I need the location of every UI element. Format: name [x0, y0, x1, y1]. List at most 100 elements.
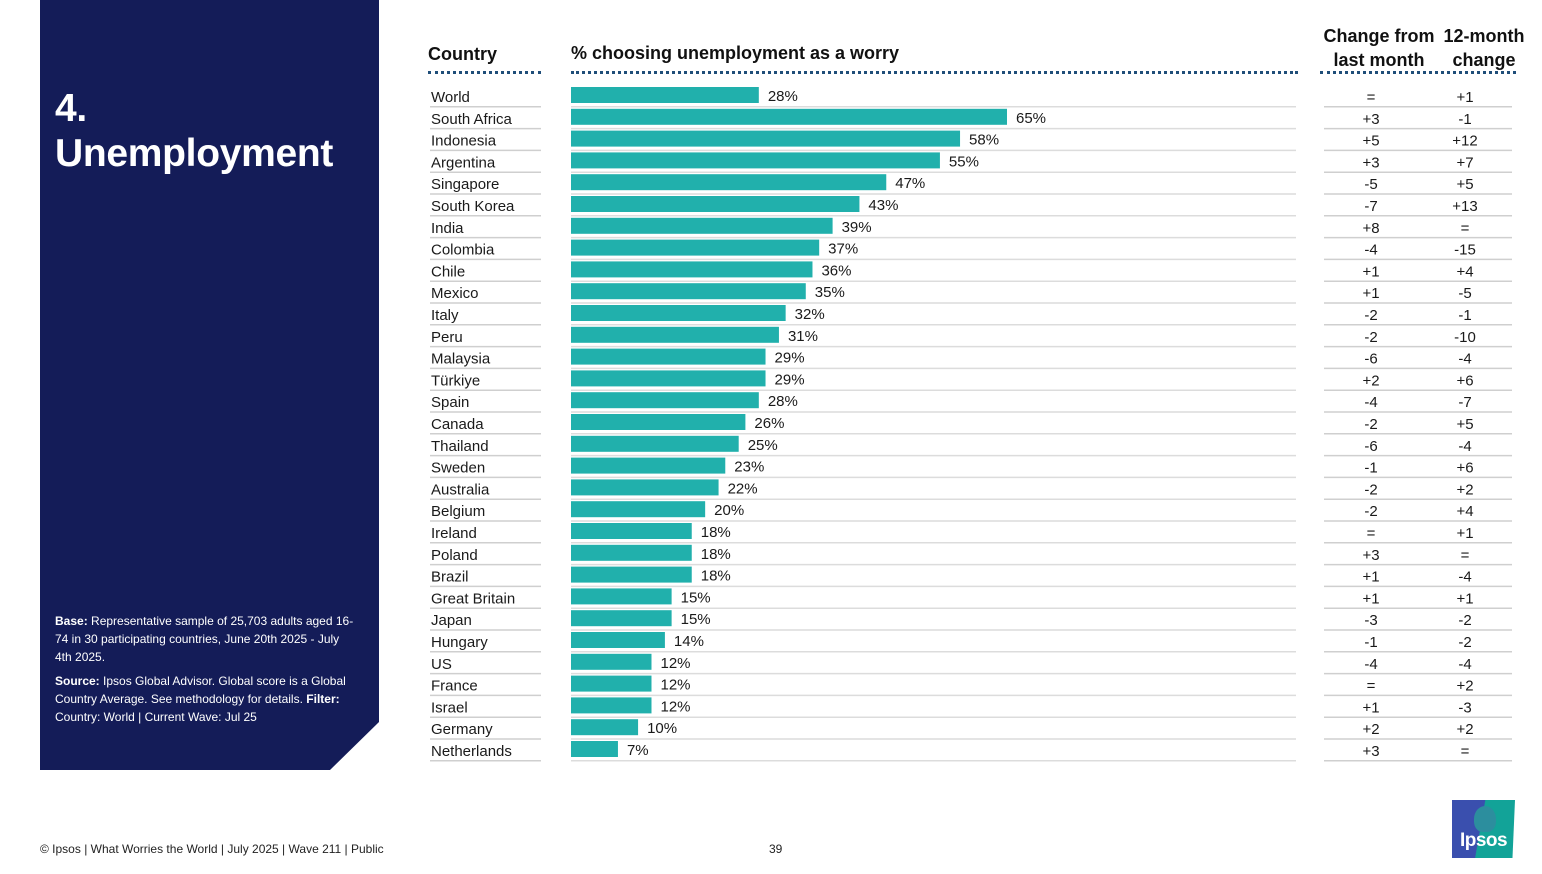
filter-text: Country: World | Current Wave: Jul 25 — [55, 710, 257, 724]
change-12-month: +1 — [1456, 89, 1473, 106]
bar — [571, 305, 786, 321]
bar — [571, 479, 719, 496]
bar-value-label: 12% — [660, 677, 690, 694]
bar — [571, 414, 746, 430]
change-from-last-month: -6 — [1364, 438, 1377, 455]
change-12-month: +2 — [1456, 721, 1473, 738]
change-month-header-line1: Change from — [1323, 26, 1435, 46]
bar — [571, 610, 672, 627]
bar-value-label: 39% — [842, 219, 872, 236]
change-12-month: +13 — [1452, 198, 1477, 215]
country-label: US — [431, 656, 452, 673]
bar — [571, 87, 759, 103]
change-from-last-month: -2 — [1364, 481, 1377, 498]
country-label: Colombia — [431, 242, 495, 259]
base-text: Representative sample of 25,703 adults a… — [55, 614, 354, 664]
bar-value-label: 23% — [734, 459, 764, 476]
change-12-month: -15 — [1454, 242, 1476, 259]
bar-value-label: 47% — [895, 175, 925, 192]
country-label: Belgium — [431, 503, 485, 520]
change-12-month: +5 — [1456, 176, 1473, 193]
change-12-month: -2 — [1458, 612, 1471, 629]
section-number: 4. — [55, 87, 87, 130]
bar-value-label: 32% — [795, 306, 825, 323]
bar — [571, 457, 726, 474]
country-label: Poland — [431, 547, 478, 564]
change-12-month: -7 — [1458, 394, 1471, 411]
country-label: Argentina — [431, 154, 496, 171]
bar — [571, 392, 759, 409]
change-from-last-month: +8 — [1362, 220, 1379, 237]
change-from-last-month: -4 — [1364, 242, 1377, 259]
country-label: Great Britain — [431, 590, 515, 607]
bar-value-label: 18% — [701, 524, 731, 541]
country-label: Chile — [431, 263, 465, 280]
change-12-month: -1 — [1458, 111, 1471, 128]
source-text: Ipsos Global Advisor. Global score is a … — [55, 674, 346, 706]
change-from-last-month: +1 — [1362, 569, 1379, 586]
country-label: Japan — [431, 612, 472, 629]
bar — [571, 653, 652, 670]
change-12-month: = — [1461, 743, 1470, 760]
change-from-last-month: +2 — [1362, 372, 1379, 389]
bar-value-label: 28% — [768, 88, 798, 105]
change-12-month: -5 — [1458, 285, 1471, 302]
country-label: Australia — [431, 481, 490, 498]
change-from-last-month: +5 — [1362, 133, 1379, 150]
change-12-month: +6 — [1456, 460, 1473, 477]
country-label: France — [431, 678, 478, 695]
change-from-last-month: +3 — [1362, 743, 1379, 760]
bar — [571, 675, 652, 692]
page-number: 39 — [769, 842, 783, 856]
bar-value-label: 20% — [714, 502, 744, 519]
change-12-month: -3 — [1458, 699, 1471, 716]
bar-value-label: 18% — [701, 568, 731, 585]
country-label: Hungary — [431, 634, 488, 651]
change-12-month: +7 — [1456, 154, 1473, 171]
bar-value-label: 25% — [748, 437, 778, 454]
bar-value-label: 18% — [701, 546, 731, 563]
section-title: Unemployment — [55, 132, 334, 175]
change-from-last-month: = — [1367, 89, 1376, 106]
bar-value-label: 29% — [775, 350, 805, 367]
change-12-month: -1 — [1458, 307, 1471, 324]
country-label: Malaysia — [431, 351, 491, 368]
bar — [571, 544, 692, 561]
change-12-month: +1 — [1456, 525, 1473, 542]
change-from-last-month: = — [1367, 525, 1376, 542]
source-note: Source: Ipsos Global Advisor. Global sco… — [55, 672, 355, 726]
change-header-rule — [1320, 71, 1516, 74]
change-from-last-month: -5 — [1364, 176, 1377, 193]
bar — [571, 741, 618, 757]
country-label: South Korea — [431, 198, 515, 215]
change-12-month: +4 — [1456, 503, 1473, 520]
country-label: South Africa — [431, 111, 513, 128]
bar-value-label: 26% — [754, 415, 784, 432]
base-label: Base: — [55, 614, 88, 628]
bar-value-label: 12% — [660, 655, 690, 672]
bar — [571, 108, 1007, 125]
country-label: India — [431, 220, 464, 237]
change-12-month: -4 — [1458, 351, 1471, 368]
change-from-last-month: -2 — [1364, 329, 1377, 346]
bar — [571, 588, 672, 605]
bar — [571, 501, 706, 518]
bar — [571, 566, 692, 583]
country-label: Sweden — [431, 460, 485, 477]
change-12-month: -4 — [1458, 569, 1471, 586]
logo-text: Ipsos — [1459, 830, 1508, 851]
change-from-last-month: -4 — [1364, 394, 1377, 411]
country-header-rule — [428, 71, 541, 74]
bar — [571, 196, 860, 212]
change-from-last-month: = — [1367, 678, 1376, 695]
country-label: Thailand — [431, 438, 489, 455]
change-12-month: -10 — [1454, 329, 1476, 346]
bar — [571, 326, 779, 343]
change-12-month: = — [1461, 547, 1470, 564]
chart-header-rule — [571, 71, 1298, 74]
change-from-last-month: +3 — [1362, 111, 1379, 128]
change-12-month: -4 — [1458, 438, 1471, 455]
country-label: Israel — [431, 699, 468, 716]
section-panel: 4. Unemployment Base: Representative sam… — [40, 0, 379, 770]
